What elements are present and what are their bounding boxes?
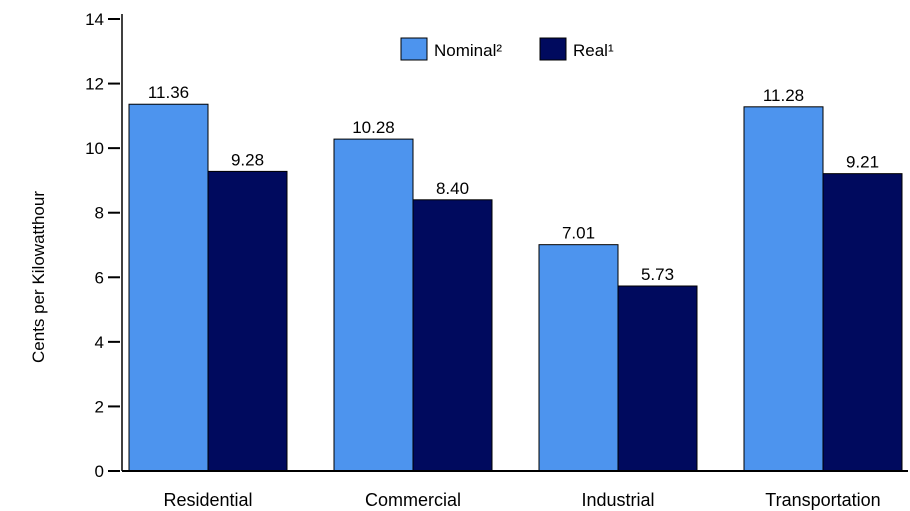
y-tick-label: 6 — [95, 268, 104, 287]
bar-real-transportation — [822, 173, 903, 472]
legend-swatch-real — [539, 37, 567, 61]
y-tick-label: 4 — [95, 333, 104, 352]
bar-real-residential — [207, 170, 288, 472]
y-axis-title: Cents per Kilowatthour — [29, 191, 48, 363]
legend-swatch-nominal — [400, 37, 428, 61]
data-label: 10.28 — [352, 118, 395, 137]
y-tick-label: 2 — [95, 397, 104, 416]
x-category-label: Residential — [163, 490, 252, 510]
bar-real-commercial — [412, 199, 493, 472]
value-labels: 11.36 9.28 10.28 8.40 7.01 5.73 11.28 9.21 — [148, 83, 879, 284]
y-tick-label: 14 — [85, 10, 104, 29]
data-label: 5.73 — [641, 265, 674, 284]
data-label: 9.21 — [846, 153, 879, 172]
bar-nominal-industrial — [538, 244, 619, 472]
data-label: 11.28 — [763, 86, 804, 105]
y-axis: 0 2 4 6 8 10 12 14 — [85, 10, 123, 481]
bar-nominal-commercial — [333, 138, 414, 472]
data-label: 11.36 — [148, 83, 189, 102]
bar-nominal-transportation — [743, 106, 824, 472]
y-tick-label: 0 — [95, 462, 104, 481]
y-tick-label: 8 — [95, 204, 104, 223]
x-axis: Residential Commercial Industrial Transport… — [122, 470, 908, 510]
x-category-label: Industrial — [581, 490, 654, 510]
x-category-label: Transportation — [765, 490, 880, 510]
bar-nominal-residential — [128, 103, 209, 472]
data-label: 7.01 — [562, 224, 595, 243]
bar-real-industrial — [617, 285, 698, 472]
legend-label-real: Real¹ — [573, 41, 614, 60]
legend: Nominal² Real¹ — [400, 37, 614, 61]
data-label: 8.40 — [436, 179, 469, 198]
data-label: 9.28 — [231, 150, 264, 169]
bars — [128, 103, 903, 472]
y-tick-label: 10 — [85, 139, 104, 158]
y-tick-label: 12 — [85, 75, 104, 94]
legend-label-nominal: Nominal² — [434, 41, 502, 60]
x-category-label: Commercial — [365, 490, 461, 510]
